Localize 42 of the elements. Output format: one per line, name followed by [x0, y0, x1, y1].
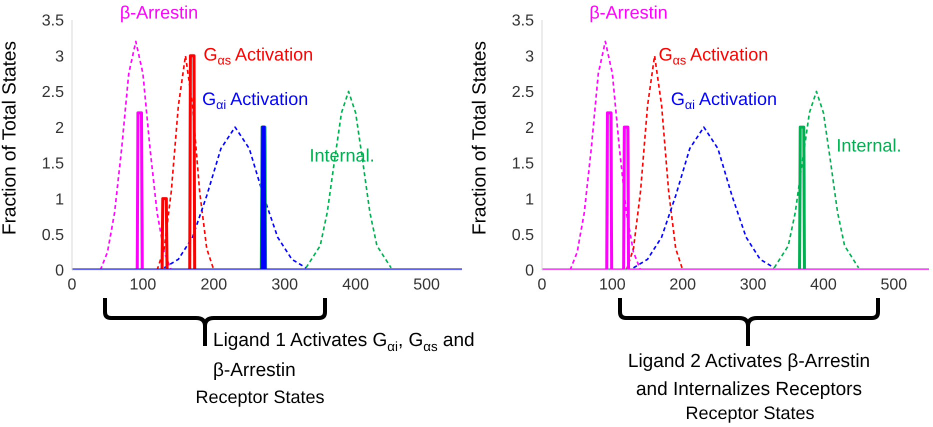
series-label: β-Arrestin	[589, 2, 668, 22]
x-axis-title: Receptor States	[684, 403, 816, 424]
y-tick-label: 0	[55, 262, 64, 280]
text: Ligand 2 Activates β-Arrestin and Internalizes Receptors	[626, 350, 872, 402]
series-label: G$_{αi}$ Activation	[670, 89, 777, 112]
x-tick-label: 200	[669, 276, 696, 294]
x-tick-label: 500	[413, 276, 440, 294]
series-label: G$_{αs}$ Activation	[203, 44, 314, 68]
series-label: G$_{αs}$ Activation	[658, 44, 768, 68]
y-tick-label: 2	[55, 120, 64, 137]
y-tick-label: 0.5	[42, 226, 64, 244]
text: Ligand 1 Activates G$_{αi}$, G$_{αs}$ and β-Arrestin	[213, 330, 475, 381]
series-label: G$_{αi}$ Activation	[202, 89, 308, 112]
series-label: Internal.	[836, 135, 902, 156]
y-axis-title: Fraction of Total States	[0, 41, 21, 235]
y-tick-label: 0.5	[512, 226, 534, 244]
y-tick-label: 0	[525, 262, 534, 280]
x-tick-label: 400	[342, 276, 370, 294]
x-tick-label: 400	[810, 276, 837, 294]
y-tick-label: 2	[525, 120, 534, 137]
y-tick-label: 1	[525, 191, 534, 208]
x-tick-label: 200	[200, 276, 228, 294]
y-tick-label: 3.5	[512, 12, 534, 30]
y-tick-label: 1	[55, 191, 64, 208]
x-tick-label: 300	[740, 276, 767, 294]
x-tick-label: 100	[599, 276, 626, 294]
series-label: Internal.	[310, 145, 375, 166]
x-tick-label: 500	[880, 276, 908, 294]
y-axis-title: Fraction of Total States	[470, 41, 491, 235]
y-tick-label: 3	[525, 48, 534, 66]
y-tick-label: 1.5	[512, 156, 534, 173]
y-tick-label: 1.5	[42, 156, 64, 173]
x-tick-label: 100	[130, 276, 156, 294]
series-label: β-Arrestin	[120, 2, 198, 22]
y-tick-label: 3.5	[42, 12, 64, 30]
x-tick-label: 0	[68, 276, 77, 294]
y-tick-label: 3	[55, 48, 64, 66]
y-tick-label: 2.5	[512, 84, 534, 102]
y-tick-label: 2.5	[42, 84, 64, 102]
x-tick-label: 0	[538, 276, 547, 294]
x-axis-title: Receptor States	[194, 387, 326, 408]
x-tick-label: 300	[271, 276, 298, 294]
